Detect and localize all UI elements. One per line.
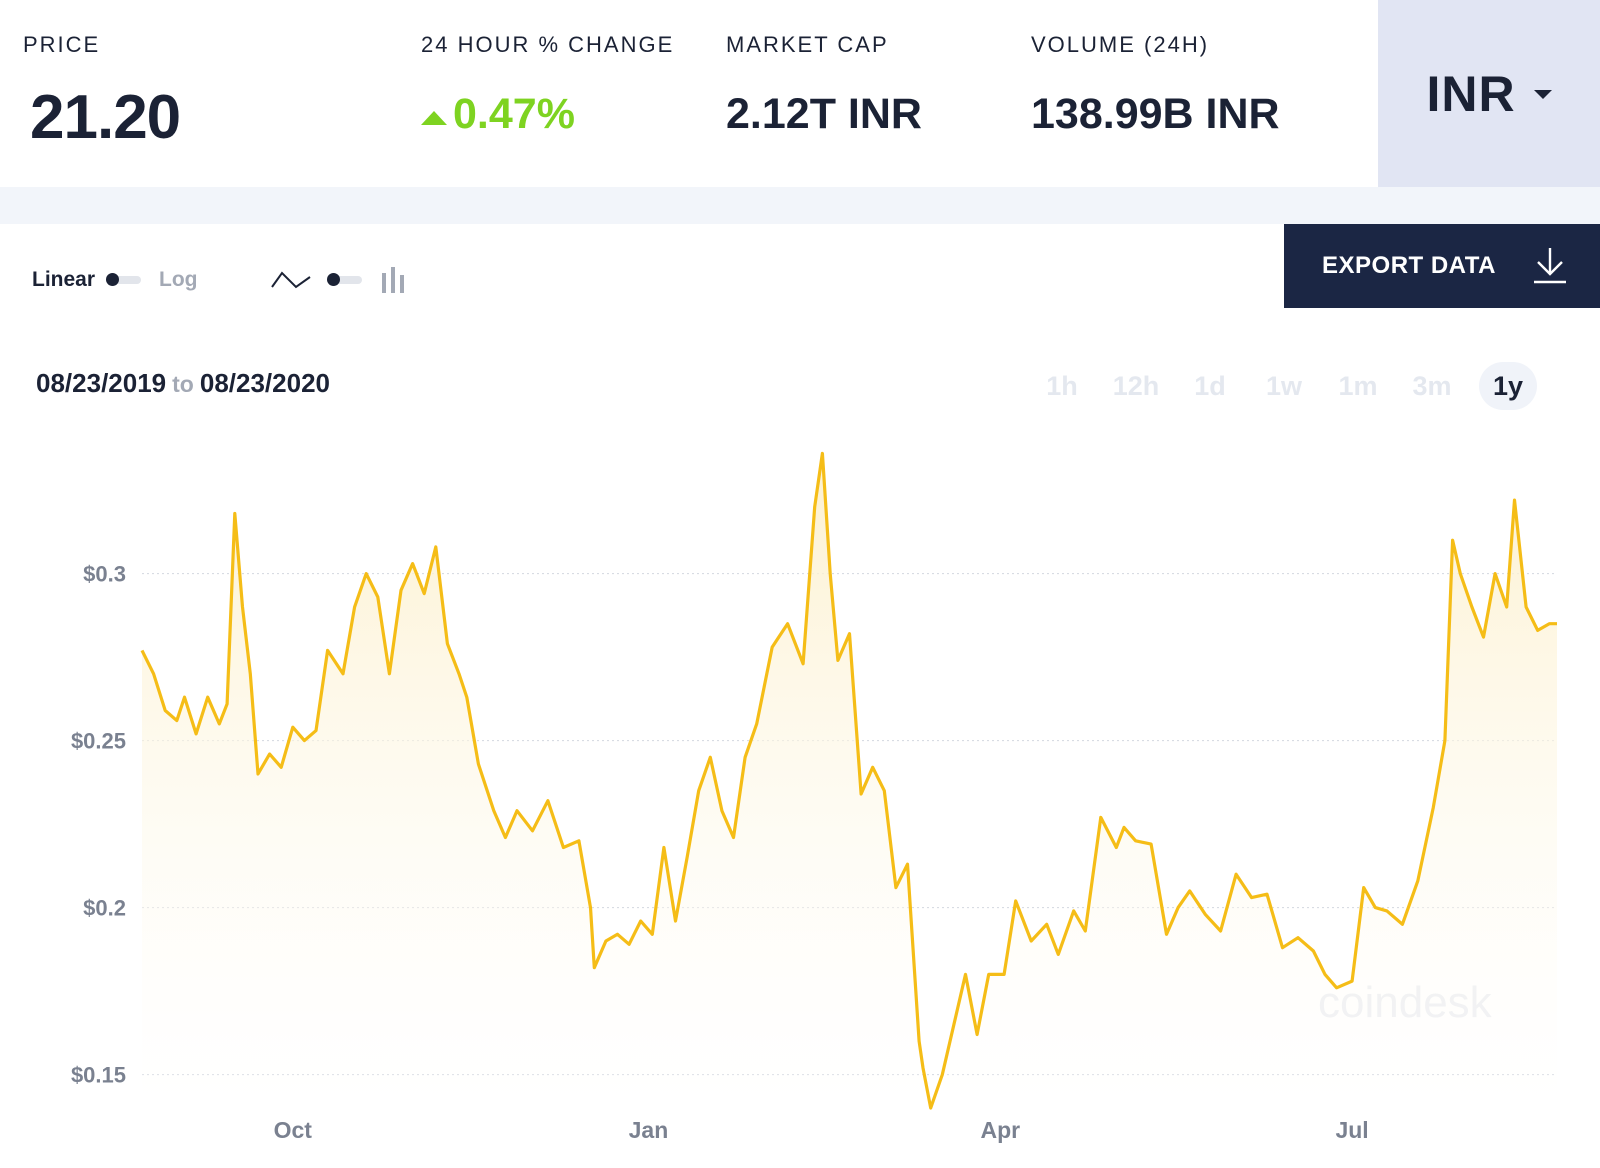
chart-controls: Linear Log bbox=[32, 262, 406, 298]
caret-down-icon bbox=[1533, 90, 1552, 99]
change-label: 24 HOUR % CHANGE bbox=[421, 32, 675, 57]
y-tick-label: $0.25 bbox=[71, 729, 126, 754]
scale-toggle[interactable] bbox=[106, 273, 142, 286]
linear-label[interactable]: Linear bbox=[32, 268, 96, 291]
change-value-text: 0.47% bbox=[453, 90, 575, 138]
range-1y[interactable]: 1y bbox=[1479, 362, 1537, 410]
scale-toggle-knob bbox=[106, 273, 120, 286]
y-tick-label: $0.15 bbox=[71, 1063, 126, 1088]
currency-select[interactable]: INR bbox=[1378, 0, 1600, 187]
date-start: 08/23/2019 bbox=[36, 368, 167, 398]
x-tick-label: Apr bbox=[980, 1117, 1020, 1143]
market-cap-value: 2.12T INR bbox=[726, 90, 922, 138]
date-range-to: to bbox=[172, 371, 194, 397]
up-arrow-icon bbox=[421, 110, 447, 125]
section-divider bbox=[0, 187, 1600, 224]
range-1d[interactable]: 1d bbox=[1194, 370, 1226, 401]
export-data-label: EXPORT DATA bbox=[1322, 252, 1496, 279]
range-3m[interactable]: 3m bbox=[1412, 370, 1452, 401]
download-icon bbox=[1534, 248, 1566, 284]
currency-label: INR bbox=[1426, 65, 1516, 122]
x-axis-ticks: Oct Jan Apr Jul bbox=[274, 1117, 1369, 1143]
range-12h[interactable]: 12h bbox=[1112, 370, 1160, 401]
time-range-selector: 1h 12h 1d 1w 1m 3m 1y bbox=[1025, 362, 1537, 410]
log-label[interactable]: Log bbox=[159, 268, 198, 291]
bar-chart-icon[interactable] bbox=[380, 265, 406, 295]
price-area bbox=[142, 453, 1557, 1108]
y-axis-ticks: $0.15 $0.2 $0.25 $0.3 bbox=[71, 562, 126, 1088]
market-cap-label: MARKET CAP bbox=[726, 32, 889, 57]
date-end: 08/23/2020 bbox=[199, 368, 330, 398]
volume-value: 138.99B INR bbox=[1031, 90, 1280, 138]
x-tick-label: Oct bbox=[274, 1117, 313, 1143]
range-1w[interactable]: 1w bbox=[1265, 370, 1303, 401]
x-tick-label: Jul bbox=[1335, 1117, 1368, 1143]
date-range: 08/23/2019 to 08/23/2020 bbox=[36, 368, 330, 399]
export-data-button[interactable]: EXPORT DATA bbox=[1284, 224, 1600, 308]
y-tick-label: $0.2 bbox=[83, 896, 126, 921]
range-1h[interactable]: 1h bbox=[1046, 370, 1078, 401]
y-tick-label: $0.3 bbox=[83, 562, 126, 587]
line-chart-icon[interactable] bbox=[270, 267, 312, 293]
chart-type-toggle[interactable] bbox=[326, 273, 362, 286]
x-tick-label: Jan bbox=[629, 1117, 669, 1143]
price-label: PRICE bbox=[23, 32, 101, 57]
range-1m[interactable]: 1m bbox=[1338, 370, 1378, 401]
change-value: 0.47% bbox=[421, 90, 575, 139]
price-line[interactable] bbox=[140, 451, 1557, 1110]
stats-header: PRICE 21.20 24 HOUR % CHANGE 0.47% MARKE… bbox=[0, 0, 1600, 187]
chart-type-toggle-knob bbox=[326, 273, 340, 286]
volume-label: VOLUME (24H) bbox=[1031, 32, 1210, 57]
price-value: 21.20 bbox=[30, 83, 181, 152]
